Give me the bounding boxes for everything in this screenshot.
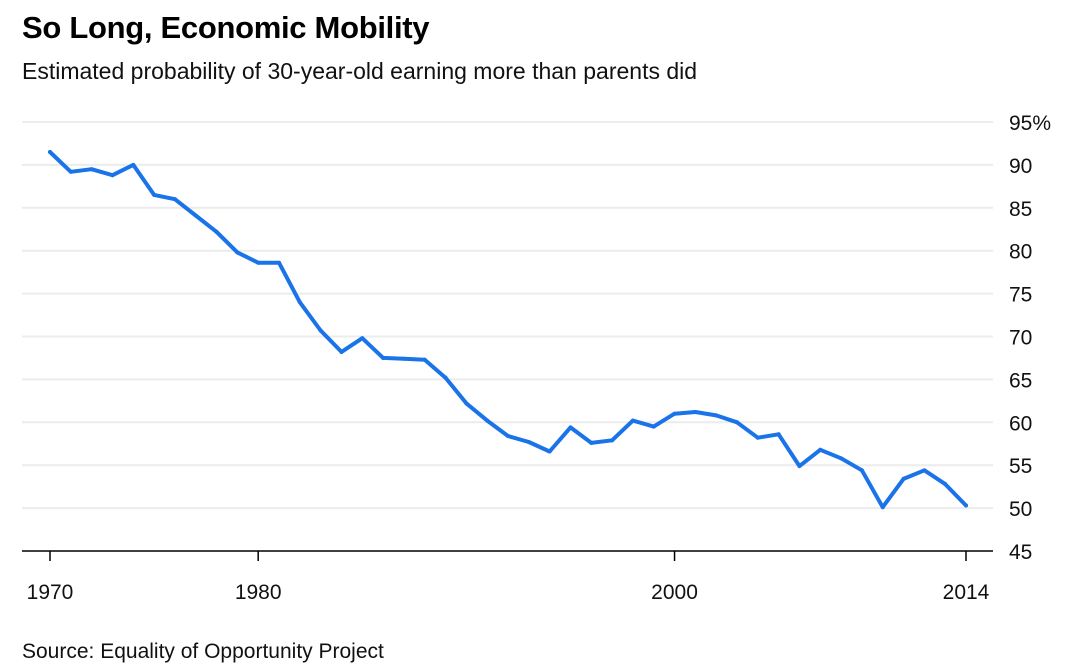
- chart-title: So Long, Economic Mobility: [22, 10, 430, 45]
- y-tick-label: 45: [1009, 541, 1032, 564]
- data-point: [131, 162, 136, 167]
- data-point: [776, 432, 781, 437]
- data-point: [110, 173, 115, 178]
- data-point: [235, 250, 240, 255]
- y-axis-tick-labels: 45 50 55 60 65 70 75 80 85 90 95%: [1009, 112, 1051, 564]
- data-point: [277, 260, 281, 265]
- data-point: [381, 355, 386, 360]
- data-point: [360, 336, 365, 341]
- data-point: [172, 197, 177, 202]
- data-point: [485, 418, 490, 423]
- data-point: [339, 349, 344, 354]
- y-tick-label: 60: [1009, 412, 1032, 435]
- data-point: [526, 440, 531, 445]
- y-tick-label: 80: [1009, 241, 1032, 264]
- data-point: [693, 410, 698, 415]
- data-point: [922, 468, 927, 473]
- data-point: [589, 440, 594, 445]
- data-point: [630, 418, 635, 423]
- data-point: [443, 375, 448, 380]
- data-point: [610, 438, 615, 443]
- data-point: [797, 464, 802, 469]
- data-point: [964, 503, 968, 508]
- data-point: [152, 192, 157, 197]
- data-point: [859, 468, 864, 473]
- x-tick-label: 2014: [943, 581, 990, 604]
- data-point: [48, 150, 52, 155]
- data-point: [839, 456, 844, 461]
- x-axis-ticks: 1970 1980 2000 2014: [27, 551, 990, 604]
- chart-subtitle: Estimated probability of 30-year-old ear…: [22, 58, 698, 84]
- x-tick-label: 2000: [651, 581, 698, 604]
- y-tick-label: 95%: [1009, 112, 1051, 135]
- data-point: [651, 424, 656, 429]
- x-tick-label: 1980: [235, 581, 282, 604]
- y-tick-label: 70: [1009, 327, 1032, 350]
- y-tick-label: 55: [1009, 455, 1032, 478]
- series-group: [48, 150, 968, 510]
- data-point: [880, 505, 885, 510]
- data-point: [547, 449, 552, 454]
- data-point: [214, 229, 219, 234]
- data-point: [818, 447, 823, 452]
- data-point: [68, 169, 73, 174]
- data-point: [506, 434, 510, 439]
- series-line: [48, 150, 968, 510]
- data-point: [193, 213, 198, 218]
- y-tick-label: 85: [1009, 198, 1032, 221]
- data-point: [297, 300, 302, 305]
- data-point: [401, 356, 406, 361]
- data-point: [422, 357, 427, 362]
- data-point: [568, 425, 573, 430]
- data-point: [943, 482, 948, 487]
- gridlines: [22, 121, 993, 510]
- data-point: [318, 328, 323, 333]
- y-tick-label: 75: [1009, 284, 1032, 307]
- data-point: [735, 420, 739, 425]
- y-tick-label: 65: [1009, 369, 1032, 392]
- data-point: [464, 401, 469, 406]
- data-point: [714, 413, 719, 418]
- x-tick-label: 1970: [27, 581, 74, 604]
- data-point: [256, 260, 261, 265]
- data-point: [672, 411, 677, 416]
- data-point: [901, 476, 906, 481]
- source-note: Source: Equality of Opportunity Project: [22, 640, 384, 663]
- data-point: [89, 167, 94, 172]
- data-point: [755, 435, 760, 440]
- y-tick-label: 90: [1009, 155, 1032, 178]
- y-tick-label: 50: [1009, 498, 1032, 521]
